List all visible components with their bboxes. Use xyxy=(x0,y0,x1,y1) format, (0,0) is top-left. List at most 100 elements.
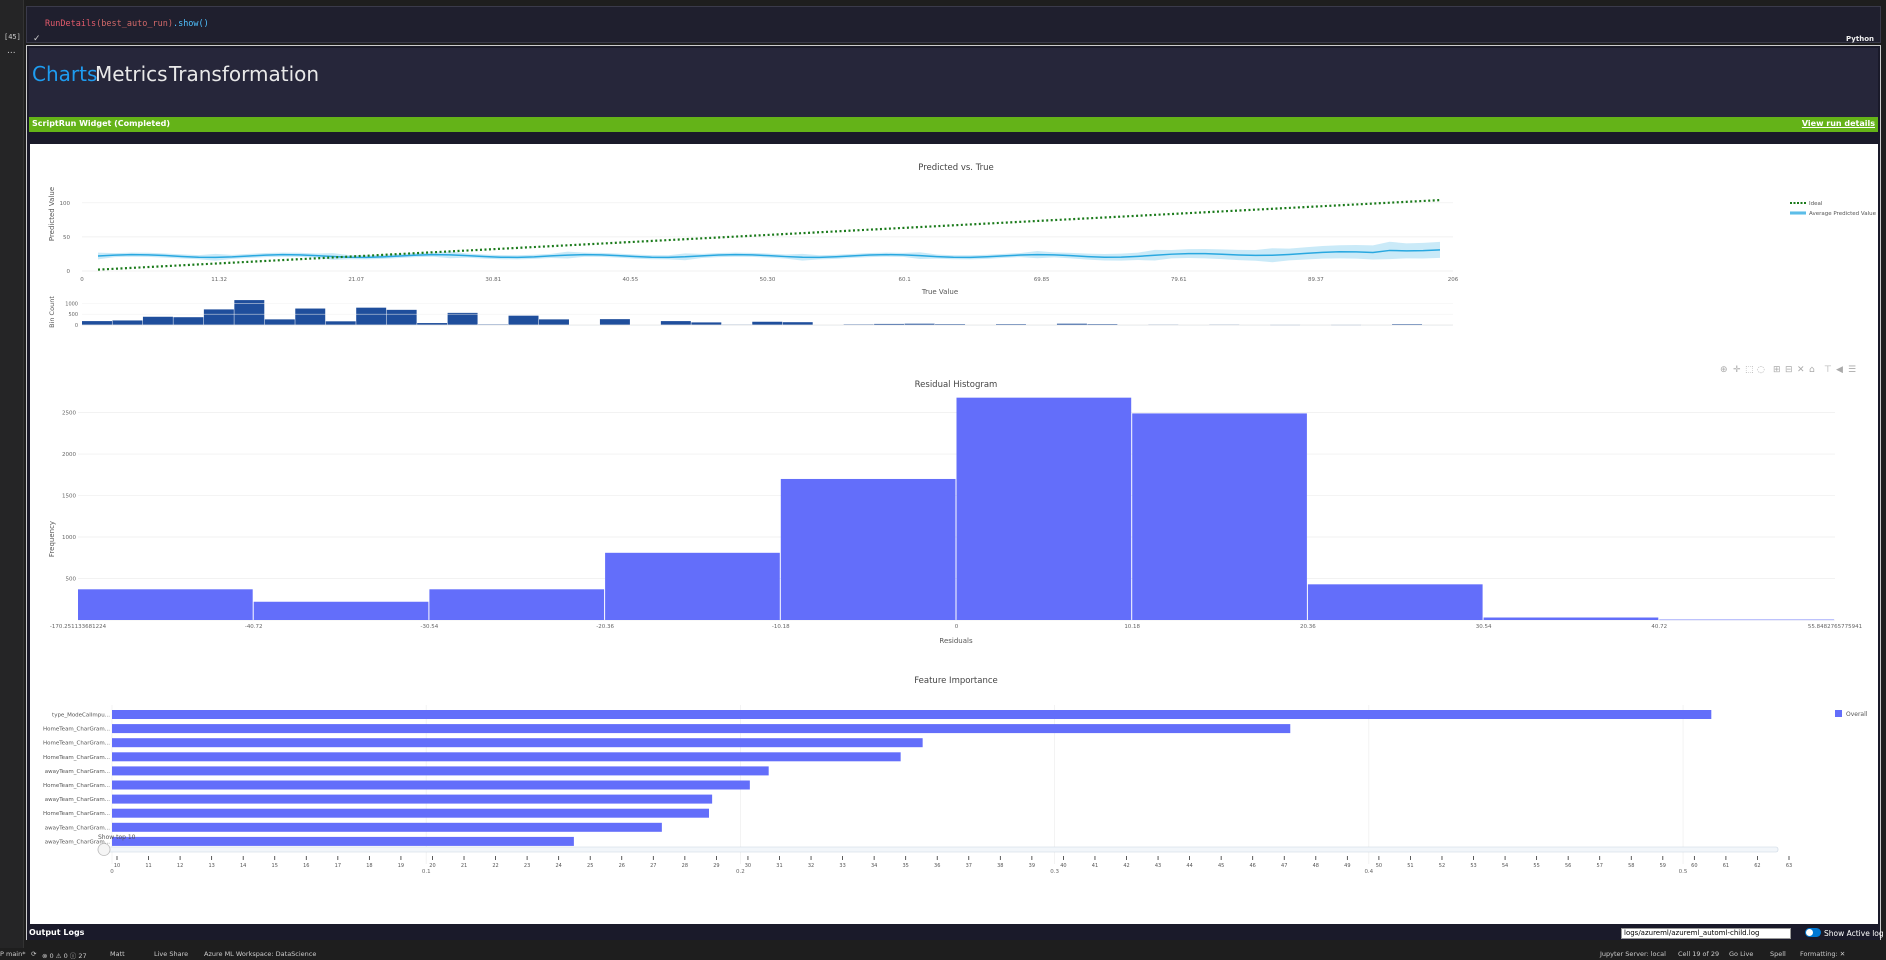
tab-charts[interactable]: Charts xyxy=(32,62,98,86)
res-y-tick-label: 2000 xyxy=(62,452,76,458)
fi-slider-tick-label: 41 xyxy=(1092,863,1098,869)
fi-bar[interactable] xyxy=(112,808,709,818)
fi-slider-tick-label: 50 xyxy=(1376,863,1382,869)
fi-slider-tick-label: 10 xyxy=(114,863,120,869)
spike-lines-icon[interactable]: ⊤ xyxy=(1824,365,1832,375)
tab-metrics[interactable]: Metrics xyxy=(95,62,168,86)
log-file-select[interactable]: logs/azureml/azureml_automl-child.log xyxy=(1621,928,1791,939)
fi-slider-tick-label: 55 xyxy=(1533,863,1539,869)
view-run-details-link[interactable]: View run details xyxy=(1801,119,1875,128)
pvt-x-tick-label: 60.1 xyxy=(898,277,910,283)
fi-feature-label: HomeTeam_CharGram... xyxy=(43,755,110,761)
pvt-bin-bar xyxy=(386,309,417,325)
fi-bar[interactable] xyxy=(112,780,750,790)
fi-legend-label[interactable]: Overall xyxy=(1846,711,1868,718)
jupyter-server-indicator[interactable]: Jupyter Server: local xyxy=(1600,950,1666,958)
res-x-tick-label: 10.18 xyxy=(1124,624,1140,630)
azure-workspace-indicator[interactable]: Azure ML Workspace: DataScience xyxy=(204,950,317,958)
go-live-button[interactable]: Go Live xyxy=(1729,950,1754,958)
problems-indicator[interactable]: ⊗ 0 ⚠ 0 ⓘ 27 xyxy=(42,952,87,960)
residual-histogram-chart: Residual Histogram Frequency 500 1000 1500… xyxy=(48,380,1862,645)
spell-indicator[interactable]: Spell xyxy=(1770,950,1786,958)
zoom-icon[interactable]: ⊕ xyxy=(1720,365,1728,375)
pvt-bin-bar xyxy=(478,324,509,325)
res-bar xyxy=(1307,584,1483,620)
fi-slider-track[interactable] xyxy=(97,846,1779,853)
fi-x-tick-label: 0.5 xyxy=(1679,869,1688,875)
user-indicator[interactable]: Matt xyxy=(110,950,125,958)
legend-predicted-label[interactable]: Average Predicted Value xyxy=(1809,211,1877,217)
formatting-indicator[interactable]: Formatting: ✕ xyxy=(1800,950,1846,958)
plotly-modebar[interactable]: ⊕ ✛ ⬚ ◌ ⊞ ⊟ ✕ ⌂ ⊤ ◀ ☰ xyxy=(1720,365,1856,375)
res-title: Residual Histogram xyxy=(915,380,998,390)
pvt-bin-bar xyxy=(1087,324,1118,325)
cell-language-label[interactable]: Python xyxy=(1846,35,1874,43)
zoom-in-icon[interactable]: ⊞ xyxy=(1773,365,1781,375)
widget-status-text: ScriptRun Widget (Completed) xyxy=(32,119,171,128)
pvt-title: Predicted vs. True xyxy=(918,163,994,173)
fi-bar[interactable] xyxy=(112,752,901,762)
fi-slider-tick-label: 45 xyxy=(1218,863,1224,869)
tab-transformation[interactable]: Transformation xyxy=(169,62,320,86)
fi-slider-tick-label: 57 xyxy=(1597,863,1603,869)
fi-bar[interactable] xyxy=(112,836,574,846)
fi-slider-tick-label: 11 xyxy=(145,863,151,869)
fi-feature-label: type_ModeCalImpu... xyxy=(52,713,110,719)
live-share-button[interactable]: Live Share xyxy=(154,950,189,958)
fi-feature-label: awayTeam_CharGram... xyxy=(45,797,110,803)
zoom-out-icon[interactable]: ⊟ xyxy=(1785,365,1793,375)
cell-menu-icon[interactable]: ... xyxy=(7,46,16,56)
fi-bar[interactable] xyxy=(112,724,1291,734)
pvt-x-tick-label: 79.61 xyxy=(1171,277,1187,283)
fi-slider-tick-label: 60 xyxy=(1691,863,1697,869)
pvt-x-tick-label: 50.30 xyxy=(760,277,776,283)
res-y-tick-label: 500 xyxy=(66,577,77,583)
cell-code[interactable]: RunDetails(best_auto_run).show() xyxy=(45,19,209,29)
legend-ideal-label[interactable]: Ideal xyxy=(1809,201,1823,207)
box-select-icon[interactable]: ⬚ xyxy=(1745,365,1754,375)
pvt-bin-bar xyxy=(142,316,173,325)
res-ylabel: Frequency xyxy=(48,521,56,557)
divider xyxy=(29,132,1878,144)
fi-slider-tick-label: 43 xyxy=(1155,863,1161,869)
fi-slider-tick-label: 20 xyxy=(429,863,435,869)
code-cell[interactable]: RunDetails(best_auto_run).show() ✓ Pytho… xyxy=(26,6,1881,44)
fi-feature-label: awayTeam_CharGram... xyxy=(45,825,110,831)
hover-closest-icon[interactable]: ◀ xyxy=(1836,365,1843,375)
res-x-ticks: -170.251133681224 -40.72 -30.54 -20.36 -10.1… xyxy=(50,624,1862,630)
pvt-bin-bar xyxy=(691,322,722,325)
fi-bar[interactable] xyxy=(112,766,769,776)
pvt-y-tick-label: 0 xyxy=(67,269,71,275)
pvt-bin-bar xyxy=(173,317,204,325)
hover-compare-icon[interactable]: ☰ xyxy=(1848,365,1856,375)
pvt-ylabel: Predicted Value xyxy=(48,187,56,241)
res-x-tick-label: 20.36 xyxy=(1300,624,1316,630)
fi-bar[interactable] xyxy=(112,822,662,832)
fi-legend-swatch xyxy=(1835,710,1842,717)
fi-bar[interactable] xyxy=(112,710,1712,719)
reset-axes-icon[interactable]: ⌂ xyxy=(1809,365,1815,375)
lasso-icon[interactable]: ◌ xyxy=(1757,365,1765,375)
fi-slider-handle[interactable] xyxy=(97,843,111,856)
pvt-x-tick-label: 206 xyxy=(1448,277,1459,283)
pan-icon[interactable]: ✛ xyxy=(1733,365,1741,375)
pvt-x-tick-label: 89.37 xyxy=(1308,277,1324,283)
fi-bar[interactable] xyxy=(112,738,923,748)
branch-indicator[interactable]: P main* xyxy=(0,950,26,958)
sync-icon[interactable]: ⟳ xyxy=(31,950,37,958)
show-active-log-toggle[interactable] xyxy=(1805,928,1821,937)
fi-bar[interactable] xyxy=(112,794,713,804)
pvt-bin-bar xyxy=(1392,324,1423,325)
pvt-y-ticks: 0 50 100 xyxy=(60,201,71,275)
res-x-tick-label: -170.251133681224 xyxy=(50,624,107,630)
autoscale-icon[interactable]: ✕ xyxy=(1797,365,1805,375)
cell-success-check-icon: ✓ xyxy=(33,34,41,44)
fi-slider-tick-label: 21 xyxy=(461,863,467,869)
res-bars xyxy=(78,397,1834,621)
fi-feature-label: HomeTeam_CharGram... xyxy=(43,783,110,789)
feature-importance-chart: Feature Importance type_ModeCalImpu... Ho… xyxy=(43,676,1868,875)
res-y-tick-label: 1500 xyxy=(62,494,76,500)
res-x-tick-label: -40.72 xyxy=(245,624,263,630)
notebook-gutter: [45] ... xyxy=(0,0,24,948)
